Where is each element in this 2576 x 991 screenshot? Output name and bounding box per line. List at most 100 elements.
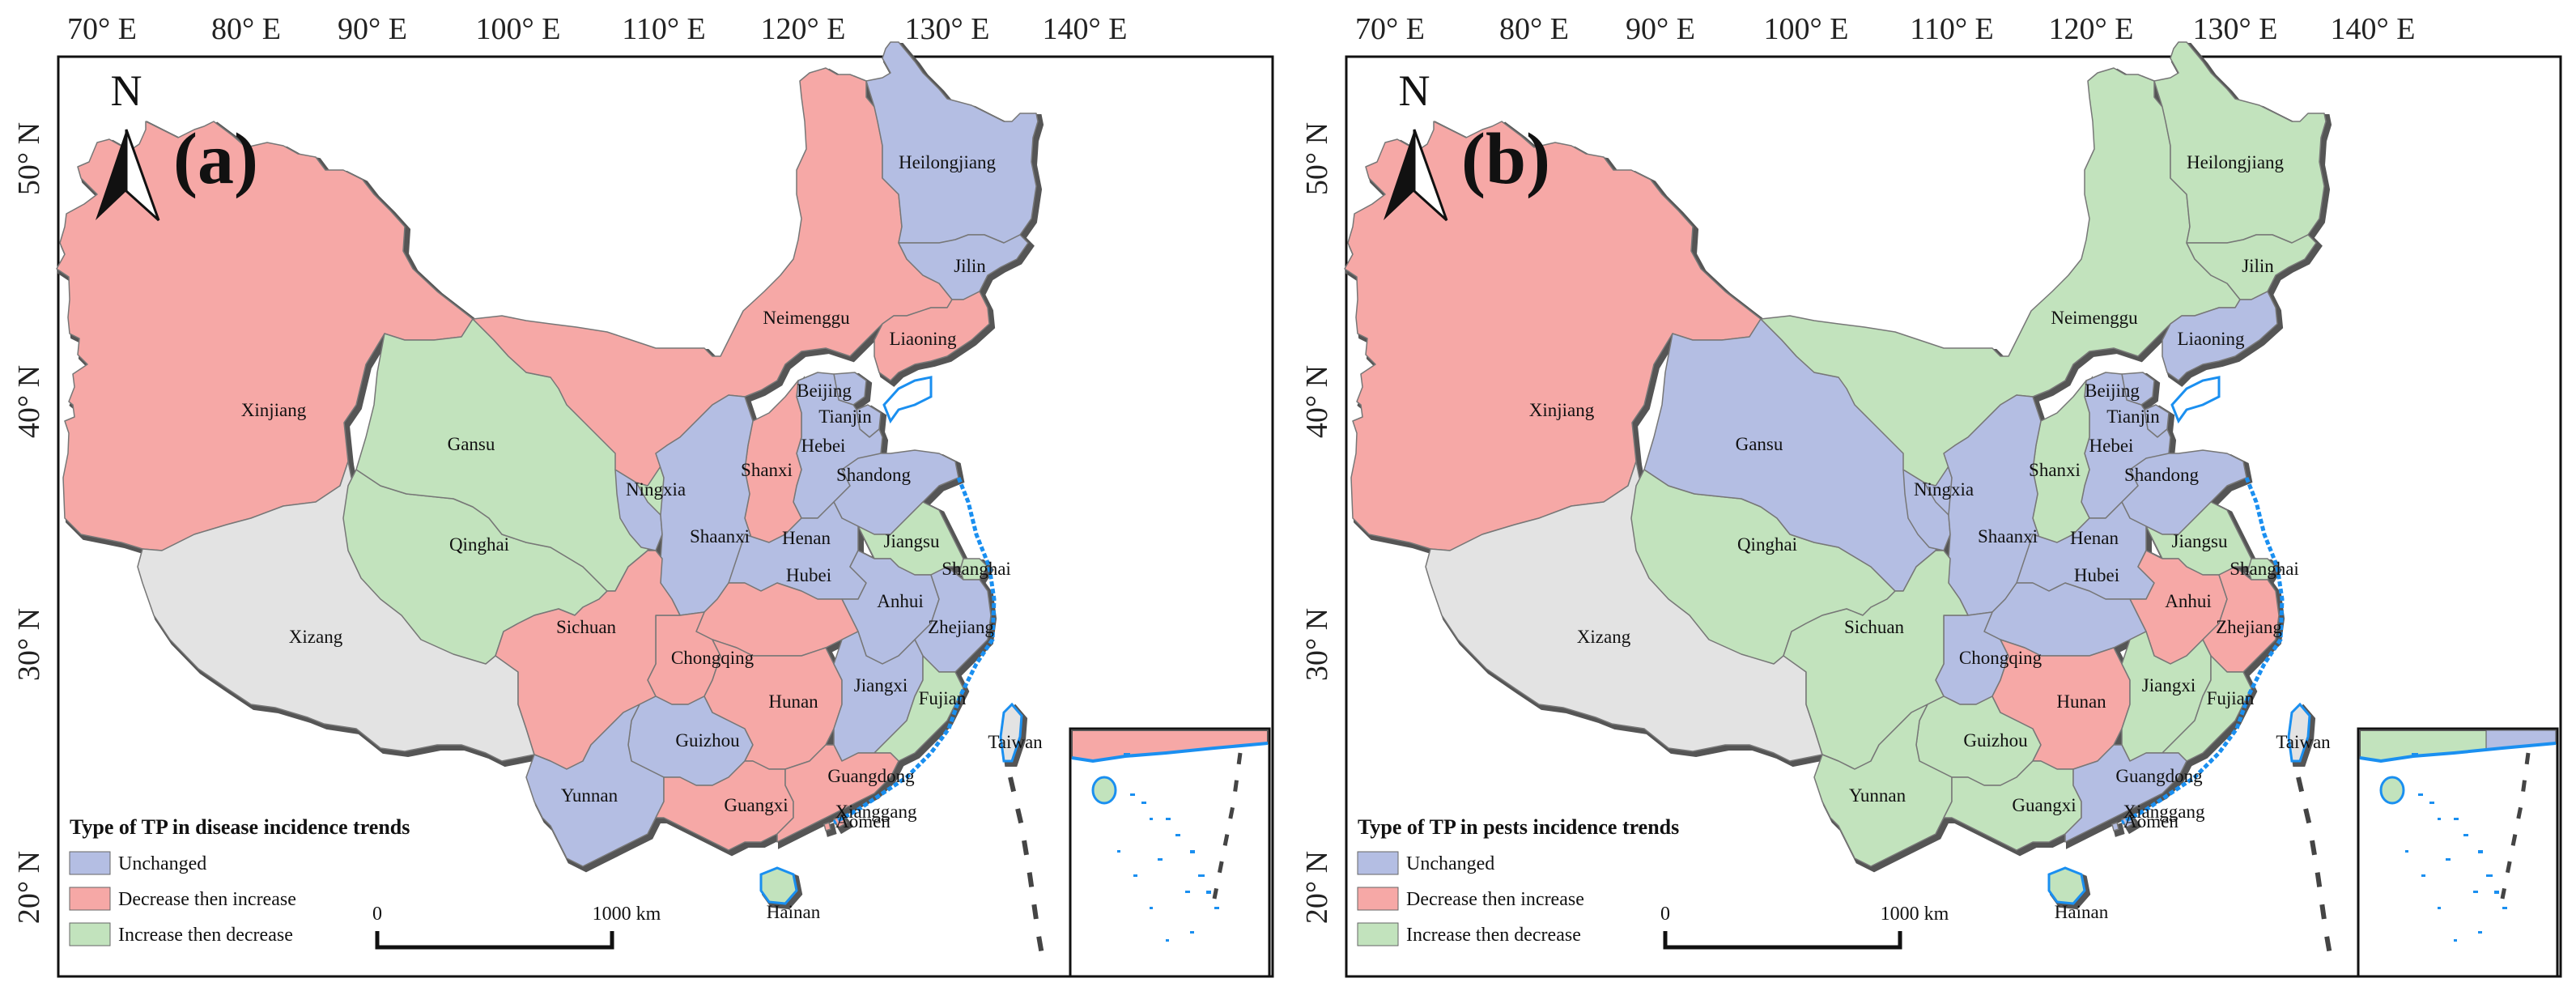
panel-letter: (b) [1461,119,1550,199]
province-label: Fujian [2207,688,2255,708]
province-label: Shanghai [942,559,1011,579]
legend: Type of TP in pests incidence trends Unch… [1357,815,1679,946]
legend-item-label: Increase then decrease [1406,925,1581,946]
province-label: Heilongjiang [2187,152,2285,172]
province-liaoning [2162,291,2278,381]
province-label: Beijing [2085,381,2140,401]
province-label: Jiangxi [2142,675,2196,695]
map-svg: 70° E 80° E 90° E 100° E 110° E 120° E 130° E 1… [1300,12,2562,978]
longitude-tick-label: 80° E [1499,12,1569,46]
scale-end-label: 1000 km [593,904,661,925]
province-label: Hainan [767,902,821,922]
province-label: Tianjin [818,406,872,427]
province-label: Tianjin [2106,406,2160,427]
south-china-sea-inset [2357,727,2559,978]
legend-swatch [69,851,111,875]
province-label: Guangxi [2012,795,2076,815]
longitude-tick-label: 90° E [1626,12,1695,46]
province-label: Ningxia [1914,479,1974,500]
legend-swatch [69,887,111,911]
longitude-tick-label: 90° E [338,12,407,46]
province-label: Chongqing [671,648,755,668]
province-label: Guangdong [2115,766,2203,786]
longitude-tick-label: 120° E [2049,12,2134,46]
legend-swatch [1357,922,1399,946]
legend-title: Type of TP in disease incidence trends [70,815,410,839]
province-label: Xianggang [835,802,917,822]
province-label: Xinjiang [1529,400,1595,420]
province-xianggang [833,815,848,828]
province-guangdong [2064,744,2187,843]
longitude-tick-label: 120° E [761,12,846,46]
province-label: Hubei [786,565,831,585]
latitude-tick-label: 20° N [1300,851,1334,924]
province-label: Shaanxi [690,526,750,547]
coastline [2120,477,2285,825]
province-label: Hunan [768,691,818,712]
legend-item-label: Decrease then increase [1406,889,1584,910]
province-label: Guizhou [1963,730,2028,751]
province-label: Chongqing [1959,648,2043,668]
longitude-tick-label: 140° E [1043,12,1128,46]
scale-start-label: 0 [1660,904,1670,925]
province-zhejiang [914,566,992,673]
map-panel-a: 70° E 80° E 90° E 100° E 110° E 120° E 130° E 1… [12,12,1274,978]
province-label: Taiwan [988,732,1043,752]
longitude-tick-label: 100° E [1764,12,1849,46]
province-label: Gansu [448,434,495,454]
province-label: Jilin [2242,256,2274,276]
province-label: Xianggang [2123,802,2205,822]
province-jilin [898,234,1029,300]
sea-boundary-line [2296,776,2335,969]
province-label: Jiangsu [884,531,941,551]
province-label: Liaoning [889,329,957,349]
map-panel-b: 70° E 80° E 90° E 100° E 110° E 120° E 130° E 1… [1288,0,2576,991]
province-label: Jilin [954,256,986,276]
province-label: Heilongjiang [899,152,997,172]
province-label: Hunan [2056,691,2106,712]
longitude-tick-label: 100° E [476,12,561,46]
province-label: Neimenggu [2051,308,2138,328]
latitude-tick-label: 30° N [1300,608,1334,681]
province-layer [1344,41,2327,904]
longitude-tick-label: 130° E [2193,12,2278,46]
north-arrow-icon: N [1384,66,1448,222]
province-label: Zhejiang [2216,617,2282,637]
longitude-tick-label: 110° E [1910,12,1994,46]
province-label: Guizhou [675,730,740,751]
province-fujian [2162,655,2252,762]
legend-item-label: Increase then decrease [118,925,293,946]
map-svg: 70° E 80° E 90° E 100° E 110° E 120° E 130° E 1… [12,12,1274,978]
province-label: Henan [2070,528,2119,548]
province-label: Xizang [1577,627,1631,647]
province-label: Jiangxi [854,675,908,695]
province-label: Zhejiang [928,617,994,637]
province-label: Hebei [2089,436,2134,456]
south-china-sea-inset [1069,727,1271,978]
province-label: Hainan [2055,902,2109,922]
north-label: N [1399,66,1430,115]
province-label: Taiwan [2276,732,2331,752]
province-label: Fujian [919,688,967,708]
province-label: Guangdong [827,766,915,786]
legend-swatch [69,922,111,946]
scale-bar: 0 1000 km [1660,904,1949,950]
province-label: Ningxia [626,479,686,500]
province-label: Qinghai [449,534,509,555]
legend-swatch [1357,851,1399,875]
province-label: Aomen [835,811,891,832]
sea-boundary-line [1008,776,1047,969]
province-label: Anhui [2165,591,2212,611]
latitude-tick-label: 40° N [12,365,46,438]
province-guangdong [776,744,899,843]
province-label: Anhui [877,591,924,611]
legend-item-label: Unchanged [1406,853,1494,874]
latitude-tick-label: 50° N [12,122,46,195]
panel-letter: (a) [173,119,258,199]
latitude-tick-label: 50° N [1300,122,1334,195]
province-label: Liaoning [2177,329,2245,349]
province-label: Sichuan [1844,617,1905,637]
province-heilongjiang [2153,41,2327,244]
province-heilongjiang [865,41,1039,244]
province-label: Shanxi [2029,460,2081,480]
